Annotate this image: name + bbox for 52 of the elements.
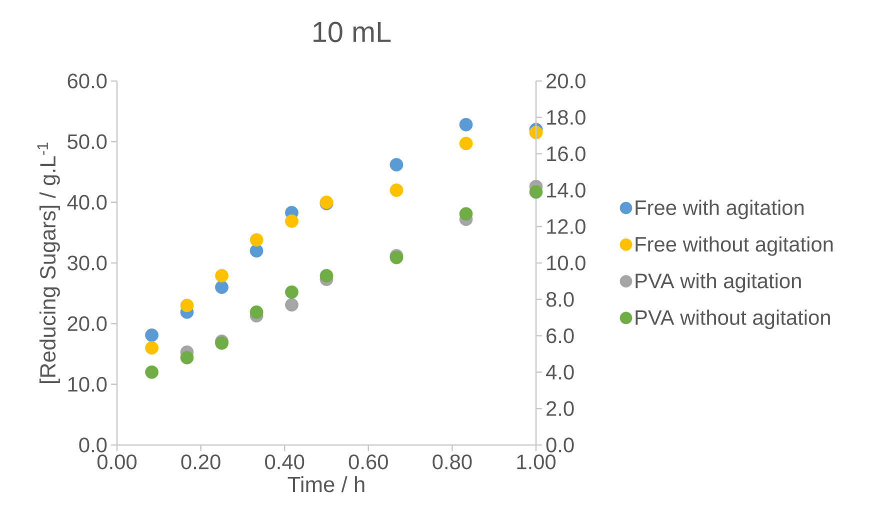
legend-label: Free without agitation (636, 236, 833, 256)
point (285, 214, 298, 228)
y-tick-label: 0.0 (79, 438, 107, 452)
x-tick-label: 0.80 (432, 454, 472, 470)
y-tick-label: 30.0 (68, 256, 107, 270)
point (250, 305, 264, 319)
point (390, 183, 404, 197)
point (145, 365, 158, 379)
x-tick-label: 0.60 (348, 454, 388, 470)
y2-tick-label: 12.0 (547, 219, 586, 234)
point (180, 350, 194, 364)
y2-tick-label: 10.0 (547, 256, 586, 270)
y2-tick-label: 20.0 (546, 74, 586, 88)
y-axis-title: [Reducing Sugars] / g.L$^{-1}$ (37, 142, 60, 384)
point (390, 158, 404, 172)
point (285, 285, 298, 299)
legend-label: Free with agitation (636, 200, 804, 220)
point (320, 269, 334, 282)
point (285, 298, 298, 312)
y-tick-label: 20.0 (68, 316, 107, 332)
point (145, 328, 158, 342)
point (459, 118, 473, 132)
x-tick-label: 1.00 (517, 454, 556, 470)
legend-label: PVA without agitation (636, 310, 830, 330)
y2-tick-label: 4.0 (546, 364, 574, 380)
y2-tick-label: 8.0 (546, 292, 574, 307)
point (215, 280, 228, 294)
y2-tick-label: 0.0 (546, 438, 574, 452)
x-tick-label: 0.40 (265, 454, 304, 470)
point (180, 298, 194, 312)
y2-tick-label: 2.0 (546, 401, 574, 416)
point (459, 207, 473, 221)
x-axis-title: Time / h (288, 476, 364, 492)
y-tick-label: 10.0 (68, 376, 107, 392)
y-tick-label: 50.0 (68, 134, 107, 150)
x-tick-label: 0.00 (97, 454, 137, 470)
x-tick-label: 0.20 (181, 454, 220, 470)
y-tick-label: 60.0 (68, 74, 107, 88)
legend-label: PVA with agitation (636, 272, 801, 292)
y2-tick-label: 6.0 (546, 328, 574, 344)
y2-tick-label: 16.0 (547, 146, 586, 162)
point (145, 341, 158, 355)
point (529, 185, 543, 199)
point (215, 269, 228, 282)
y-tick-label: 40.0 (67, 194, 107, 210)
point (529, 126, 543, 140)
y2-tick-label: 14.0 (547, 182, 586, 198)
point (459, 136, 473, 150)
y2-tick-label: 18.0 (547, 110, 586, 125)
point (250, 233, 264, 247)
chart-title: 10 mL (314, 22, 391, 42)
point (250, 244, 264, 258)
